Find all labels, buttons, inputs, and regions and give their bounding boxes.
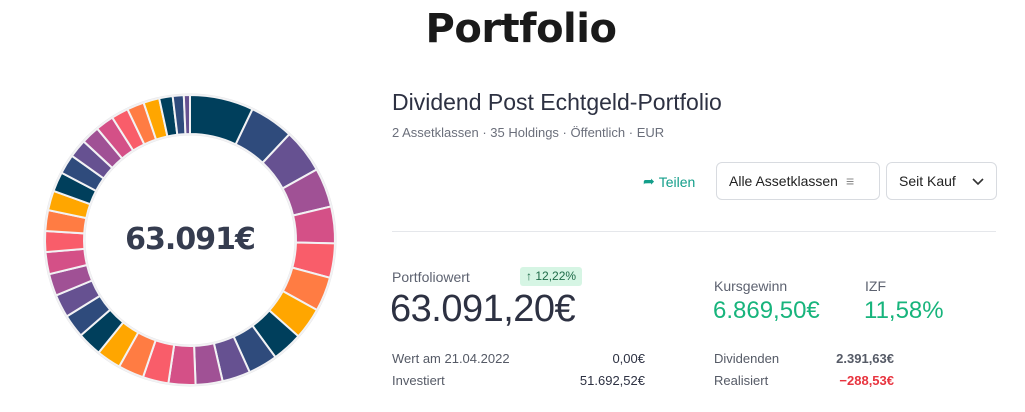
portfolio-meta: 2 Assetklassen · 35 Holdings · Öffentlic… <box>392 125 665 140</box>
portfolio-name: Dividend Post Echtgeld-Portfolio <box>392 89 722 115</box>
donut-center-value: 63.091€ <box>125 222 256 257</box>
period-label: Seit Kauf <box>899 173 956 189</box>
dividends-value: 2.391,63€ <box>836 351 894 366</box>
asset-class-filter-button[interactable]: Alle Assetklassen ≡ <box>716 162 880 200</box>
share-button[interactable]: ➦ Teilen <box>643 173 695 190</box>
gain-label: Kursgewinn <box>714 278 788 294</box>
asset-filter-label: Alle Assetklassen <box>729 173 838 189</box>
divider <box>392 231 996 232</box>
realized-value: −288,53€ <box>839 373 894 388</box>
irr-label: IZF <box>865 278 886 294</box>
arrow-up-icon: ↑ <box>526 269 532 283</box>
start-value: 0,00€ <box>612 351 645 366</box>
page-title: Portfolio <box>425 6 617 52</box>
irr-value: 11,58% <box>864 297 944 324</box>
change-badge: ↑ 12,22% <box>520 267 583 286</box>
chevron-down-icon <box>972 173 984 189</box>
invested-value: 51.692,52€ <box>579 373 645 388</box>
period-select[interactable]: Seit Kauf <box>886 162 997 200</box>
realized-label: Realisiert <box>714 373 769 388</box>
share-label: Teilen <box>658 173 696 190</box>
gain-value: 6.869,50€ <box>713 297 820 324</box>
filter-icon: ≡ <box>845 173 855 189</box>
change-badge-value: 12,22% <box>535 269 577 283</box>
invested-label: Investiert <box>392 373 445 388</box>
start-value-label: Wert am 21.04.2022 <box>392 351 510 366</box>
share-icon: ➦ <box>643 173 655 189</box>
holdings-donut-chart <box>43 93 337 387</box>
portfolio-value-label: Portfoliowert <box>392 269 470 285</box>
holding-segment[interactable] <box>182 93 191 136</box>
dividends-label: Dividenden <box>714 351 780 366</box>
portfolio-value: 63.091,20€ <box>390 288 576 330</box>
